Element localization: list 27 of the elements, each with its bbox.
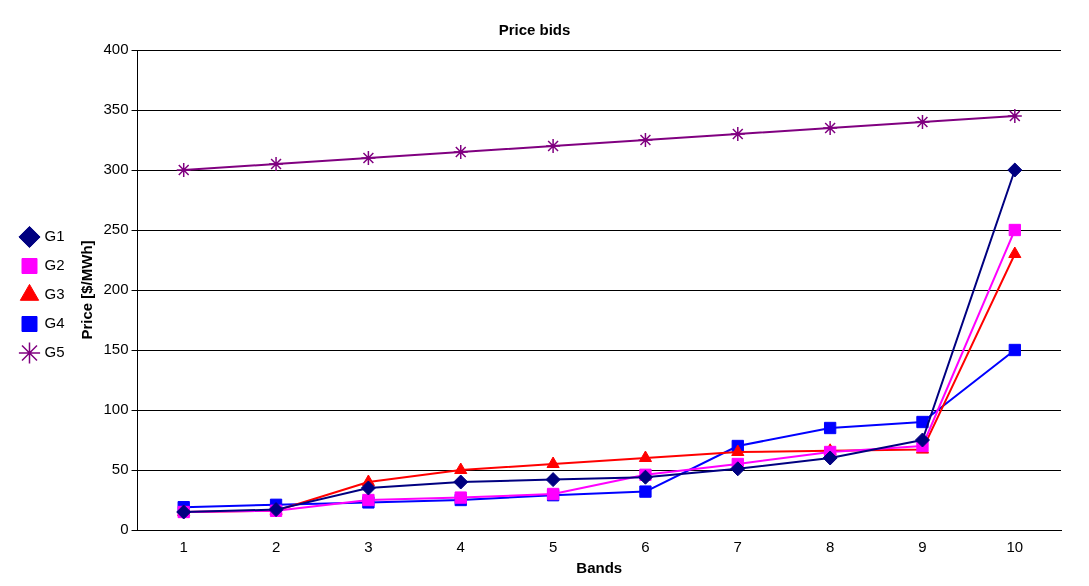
y-tick-label: 250 <box>103 220 129 238</box>
y-tick-label: 100 <box>103 400 129 418</box>
x-tick-label: 6 <box>641 538 650 556</box>
y-tick-label: 150 <box>103 340 129 358</box>
x-tick-label: 10 <box>1006 538 1024 556</box>
y-tick-label: 0 <box>120 520 129 538</box>
x-tick-label: 2 <box>271 538 281 556</box>
y-tick-label: 50 <box>111 460 129 478</box>
y-tick-label: 400 <box>103 40 129 58</box>
legend-label: G3 <box>44 285 65 303</box>
x-tick-label: 4 <box>456 538 465 556</box>
y-tick-label: 200 <box>103 280 129 298</box>
x-tick-label: 7 <box>733 538 742 556</box>
x-tick-label: 1 <box>179 538 188 556</box>
x-axis-title: Bands <box>576 559 623 577</box>
legend-label: G5 <box>44 343 65 361</box>
y-axis-title: Price [$/MWh] <box>77 240 95 340</box>
y-tick-label: 350 <box>103 100 129 118</box>
chart-title: Price bids <box>498 21 571 39</box>
x-tick-label: 9 <box>918 538 927 556</box>
legend-label: G2 <box>44 256 65 274</box>
legend-label: G1 <box>44 227 65 245</box>
x-tick-label: 8 <box>825 538 835 556</box>
y-tick-label: 300 <box>103 160 129 178</box>
legend-label: G4 <box>44 314 65 332</box>
x-tick-label: 5 <box>548 538 558 556</box>
x-tick-label: 3 <box>364 538 373 556</box>
